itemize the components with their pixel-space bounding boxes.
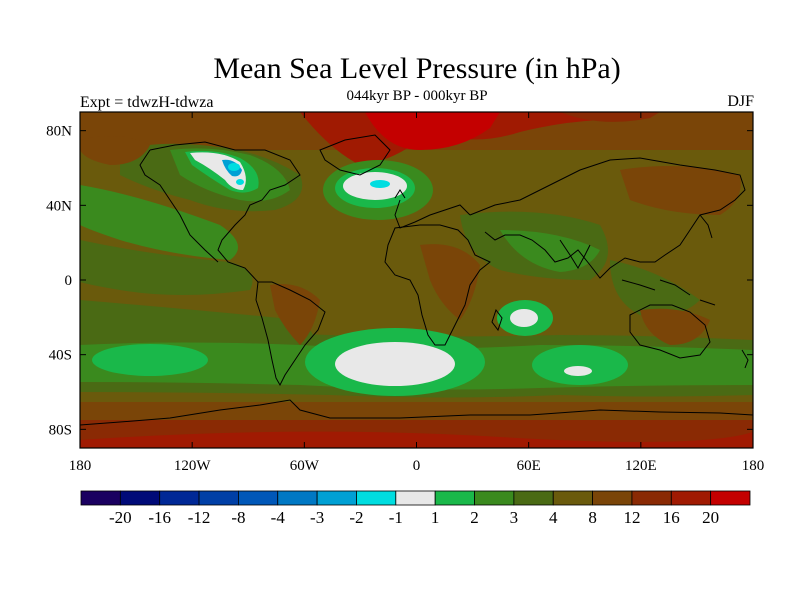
colorbar-swatch (434, 490, 475, 506)
colorbar-swatch (198, 490, 239, 506)
pressure-field (80, 112, 753, 448)
lon-tick-label: 180 (742, 458, 765, 474)
colorbar-label: -16 (148, 508, 171, 527)
season-label: DJF (727, 93, 754, 110)
colorbar-swatch (552, 490, 593, 506)
colorbar-label: 3 (510, 508, 519, 527)
colorbar-swatch (670, 490, 712, 506)
colorbar-swatch (356, 490, 397, 506)
colorbar-label: 2 (470, 508, 479, 527)
lon-tick-label: 180 (69, 458, 92, 474)
colorbar-swatch (474, 490, 515, 506)
colorbar-label: -1 (389, 508, 403, 527)
lon-tick-label: 120W (174, 458, 212, 474)
colorbar-swatch (80, 490, 121, 506)
lat-tick-label: 80N (46, 124, 72, 140)
colorbar-label: -4 (271, 508, 286, 527)
colorbar: -20 -16 -12 -8 -4 -3 -2 -1 1 2 3 4 8 12 16 20 (80, 490, 751, 527)
colorbar-label: 8 (588, 508, 597, 527)
lat-tick-label: 40N (46, 198, 72, 214)
lon-tick-label: 120E (625, 458, 657, 474)
lat-tick-label: 0 (65, 273, 73, 289)
colorbar-label: -2 (349, 508, 363, 527)
colorbar-label: 12 (623, 508, 640, 527)
colorbar-swatch (513, 490, 554, 506)
colorbar-swatch (316, 490, 357, 506)
colorbar-label: -12 (188, 508, 211, 527)
colorbar-swatch (631, 490, 672, 506)
colorbar-label: -3 (310, 508, 324, 527)
colorbar-label: -8 (231, 508, 245, 527)
map-subtitle: 044kyr BP - 000kyr BP (346, 88, 488, 104)
colorbar-swatch (592, 490, 633, 506)
colorbar-swatch (159, 490, 200, 506)
colorbar-label: 16 (663, 508, 680, 527)
colorbar-swatch (710, 490, 751, 506)
colorbar-swatch (119, 490, 161, 506)
lon-tick-label: 60E (517, 458, 541, 474)
lat-tick-label: 40S (49, 348, 72, 364)
longitude-axis: 180 120W 60W 0 60E 120E 180 (69, 112, 765, 474)
lat-tick-label: 80S (49, 422, 72, 438)
lon-tick-label: 0 (413, 458, 421, 474)
colorbar-label: 1 (431, 508, 440, 527)
colorbar-label: 4 (549, 508, 558, 527)
colorbar-swatch (238, 490, 279, 506)
lon-tick-label: 60W (290, 458, 320, 474)
map-title: Mean Sea Level Pressure (in hPa) (213, 52, 621, 85)
colorbar-label: 20 (702, 508, 719, 527)
colorbar-label: -20 (109, 508, 132, 527)
colorbar-swatch (395, 490, 436, 506)
latitude-axis: 80N 40N 0 40S 80S (46, 124, 753, 438)
coastlines (80, 134, 753, 426)
experiment-label: Expt = tdwzH-tdwza (80, 94, 214, 111)
colorbar-swatch (277, 490, 318, 506)
